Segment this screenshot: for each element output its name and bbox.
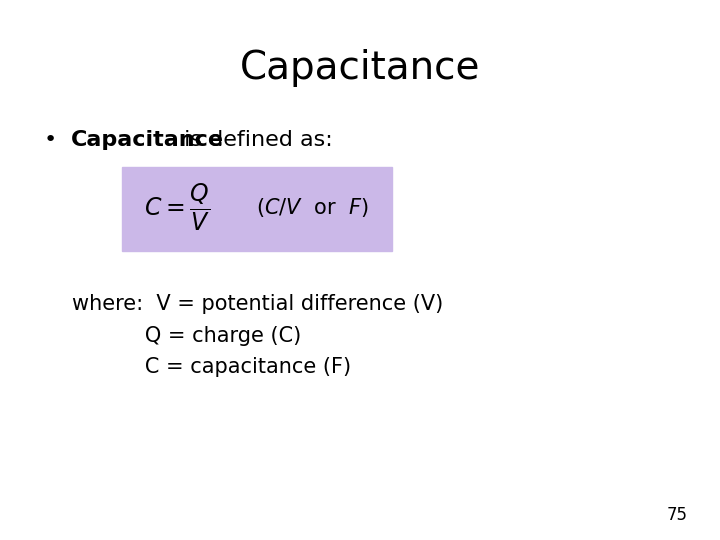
Text: C = capacitance (F): C = capacitance (F): [72, 357, 351, 377]
Text: where:  V = potential difference (V): where: V = potential difference (V): [72, 294, 444, 314]
Text: is defined as:: is defined as:: [177, 130, 333, 150]
Text: Q = charge (C): Q = charge (C): [72, 326, 301, 346]
Text: 75: 75: [667, 506, 688, 524]
Text: Capacitance: Capacitance: [240, 49, 480, 86]
FancyBboxPatch shape: [122, 167, 392, 251]
Text: •: •: [43, 130, 56, 150]
Text: Capacitance: Capacitance: [71, 130, 223, 150]
Text: $C = \dfrac{Q}{V}$: $C = \dfrac{Q}{V}$: [144, 183, 210, 233]
Text: $\left(\mathit{C}/\mathit{V}\ \ \mathrm{or}\ \ \mathit{F}\right)$: $\left(\mathit{C}/\mathit{V}\ \ \mathrm{…: [256, 197, 369, 219]
